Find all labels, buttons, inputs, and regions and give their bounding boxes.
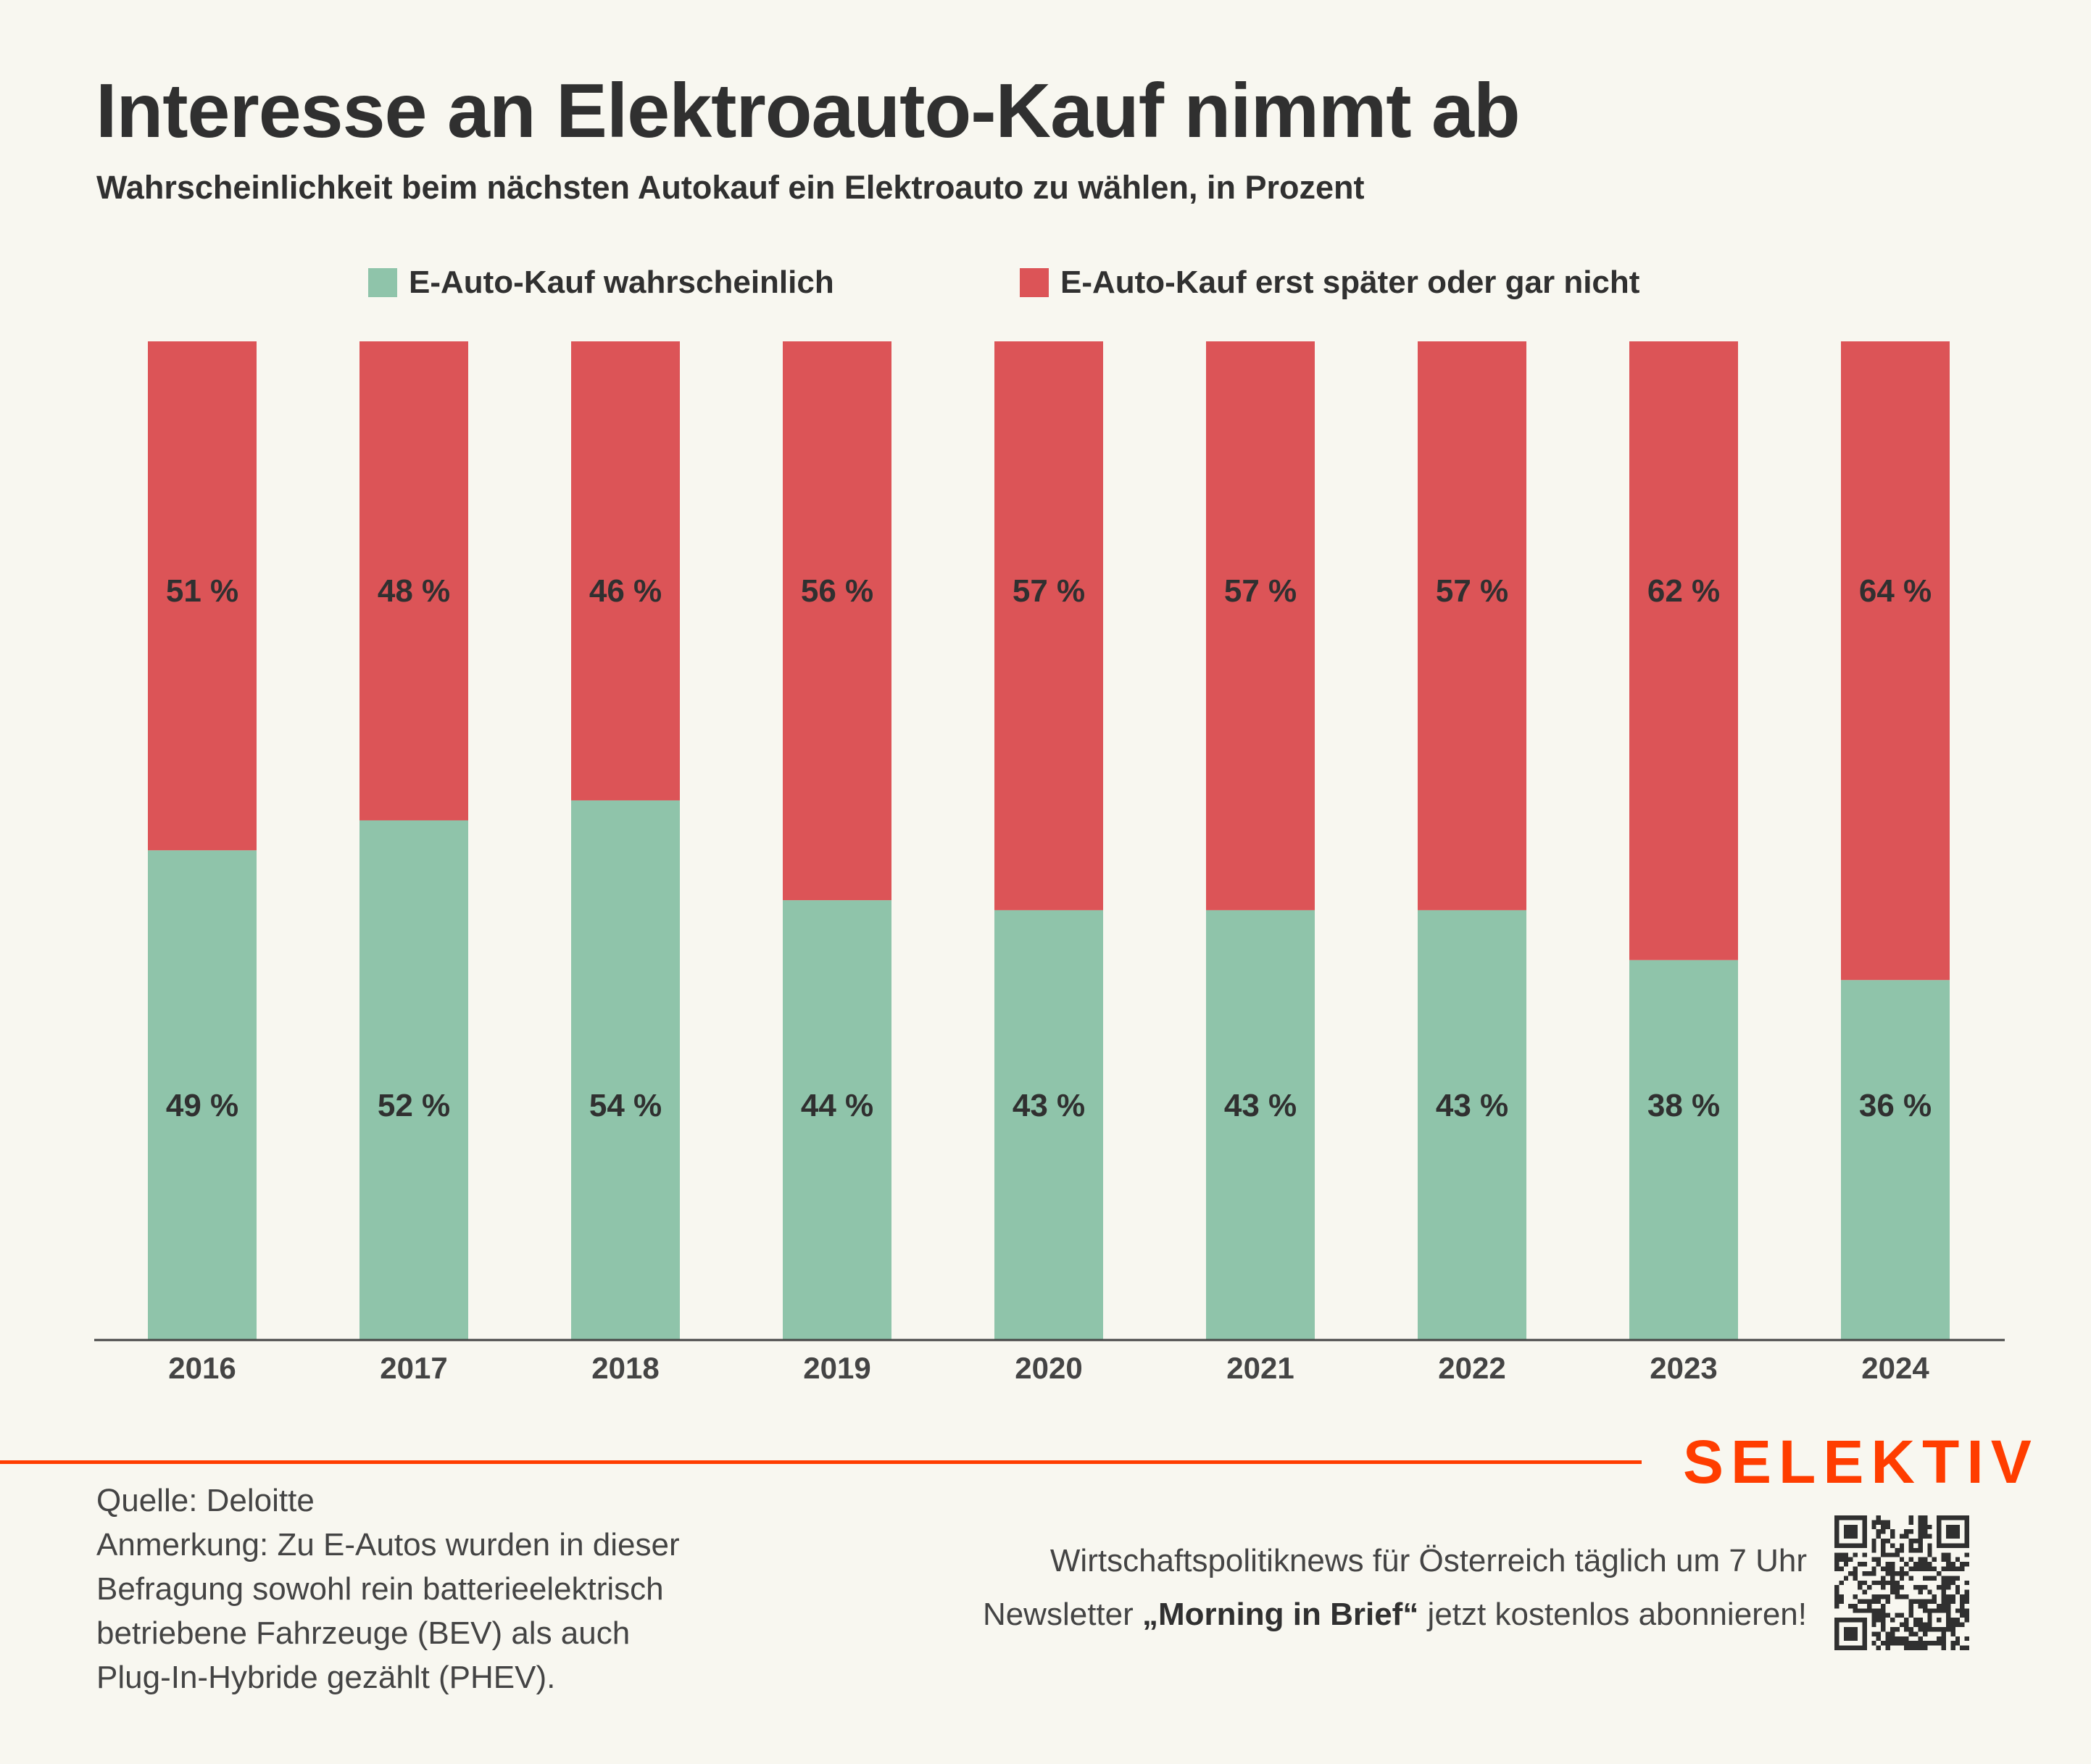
bar-segment-likely: [359, 820, 468, 1339]
data-label-later-or-never: 48 %: [378, 573, 450, 609]
note-line: Anmerkung: Zu E-Autos wurden in dieser: [96, 1527, 680, 1563]
legend-swatch-likely: [368, 268, 397, 297]
bar-segment-likely: [994, 910, 1103, 1339]
bar-segment-likely: [1629, 960, 1738, 1339]
legend-item-likely: E-Auto-Kauf wahrscheinlich: [368, 261, 834, 304]
qr-code-icon[interactable]: [1834, 1515, 1969, 1650]
data-label-later-or-never: 57 %: [1224, 573, 1297, 609]
data-label-later-or-never: 57 %: [1013, 573, 1085, 609]
qr-code-modules: [1834, 1515, 1969, 1650]
bar-segment-likely: [1206, 910, 1315, 1339]
footnote: Quelle: Deloitte Anmerkung: Zu E-Autos w…: [96, 1478, 680, 1699]
data-label-likely: 38 %: [1647, 1088, 1720, 1123]
promo-line-1: Wirtschaftspolitiknews für Österreich tä…: [1049, 1543, 1807, 1578]
bar-segment-later-or-never: [1206, 341, 1315, 910]
bar-segment-likely: [571, 800, 680, 1339]
promo-line-2: Newsletter „Morning in Brief“ jetzt kost…: [983, 1588, 1807, 1642]
data-label-later-or-never: 46 %: [589, 573, 662, 609]
data-label-likely: 54 %: [589, 1088, 662, 1123]
data-label-later-or-never: 57 %: [1436, 573, 1508, 609]
x-tick-label: 2017: [380, 1351, 447, 1385]
bar-segment-likely: [1418, 910, 1526, 1339]
data-label-later-or-never: 62 %: [1647, 573, 1720, 609]
x-tick-label: 2020: [1015, 1351, 1082, 1385]
legend: E-Auto-Kauf wahrscheinlich E-Auto-Kauf e…: [0, 261, 2091, 304]
legend-swatch-later-or-never: [1020, 268, 1049, 297]
x-tick-label: 2023: [1650, 1351, 1717, 1385]
x-tick-label: 2024: [1861, 1351, 1929, 1385]
x-tick-label: 2019: [803, 1351, 870, 1385]
bar-segment-likely: [148, 850, 257, 1339]
bar-segment-later-or-never: [148, 341, 257, 851]
data-label-likely: 49 %: [166, 1088, 238, 1123]
chart-title: Interesse an Elektroauto-Kauf nimmt ab: [96, 68, 1521, 154]
x-tick-label: 2021: [1226, 1351, 1294, 1385]
data-label-later-or-never: 51 %: [166, 573, 238, 609]
data-label-likely: 43 %: [1436, 1088, 1508, 1123]
footer-divider: [0, 1460, 1642, 1464]
bar-segment-later-or-never: [783, 341, 891, 901]
bar-segment-later-or-never: [994, 341, 1103, 910]
note-line: Plug-In-Hybride gezählt (PHEV).: [96, 1660, 556, 1695]
bar-segment-later-or-never: [571, 341, 680, 801]
stacked-bar-chart: 49 % 51 % 2016 52 % 48 % 2017 54 % 46 % 2018 44 %…: [94, 341, 2005, 1385]
bar-segment-later-or-never: [359, 341, 468, 820]
bar-segment-likely: [1841, 980, 1950, 1339]
bar-segment-later-or-never: [1629, 341, 1738, 960]
note-line: betriebene Fahrzeuge (BEV) als auch: [96, 1615, 631, 1651]
data-label-later-or-never: 56 %: [801, 573, 873, 609]
chart-subtitle: Wahrscheinlichkeit beim nächsten Autokau…: [96, 169, 1365, 206]
bar-segment-later-or-never: [1841, 341, 1950, 981]
legend-label-likely: E-Auto-Kauf wahrscheinlich: [409, 265, 834, 300]
data-label-likely: 36 %: [1859, 1088, 1932, 1123]
data-label-likely: 44 %: [801, 1088, 873, 1123]
legend-item-later-or-never: E-Auto-Kauf erst später oder gar nicht: [1020, 261, 1639, 304]
promo-text-post: jetzt kostenlos abonnieren!: [1418, 1597, 1807, 1632]
bar-segment-later-or-never: [1418, 341, 1526, 910]
newsletter-promo: Wirtschaftspolitiknews für Österreich tä…: [983, 1534, 1807, 1642]
data-label-later-or-never: 64 %: [1859, 573, 1932, 609]
data-label-likely: 52 %: [378, 1088, 450, 1123]
x-tick-label: 2016: [168, 1351, 236, 1385]
brand-logo: SELEKTIV: [1683, 1428, 2039, 1496]
legend-label-later-or-never: E-Auto-Kauf erst später oder gar nicht: [1060, 265, 1640, 300]
promo-text-pre: Newsletter: [982, 1597, 1143, 1632]
data-label-likely: 43 %: [1013, 1088, 1085, 1123]
x-tick-label: 2022: [1438, 1351, 1505, 1385]
x-tick-label: 2018: [591, 1351, 659, 1385]
data-label-likely: 43 %: [1224, 1088, 1297, 1123]
bar-segment-likely: [783, 900, 891, 1339]
source-text: Quelle: Deloitte: [96, 1483, 315, 1518]
newsletter-name[interactable]: „Morning in Brief“: [1142, 1597, 1419, 1632]
note-line: Befragung sowohl rein batterieelektrisch: [96, 1571, 664, 1607]
